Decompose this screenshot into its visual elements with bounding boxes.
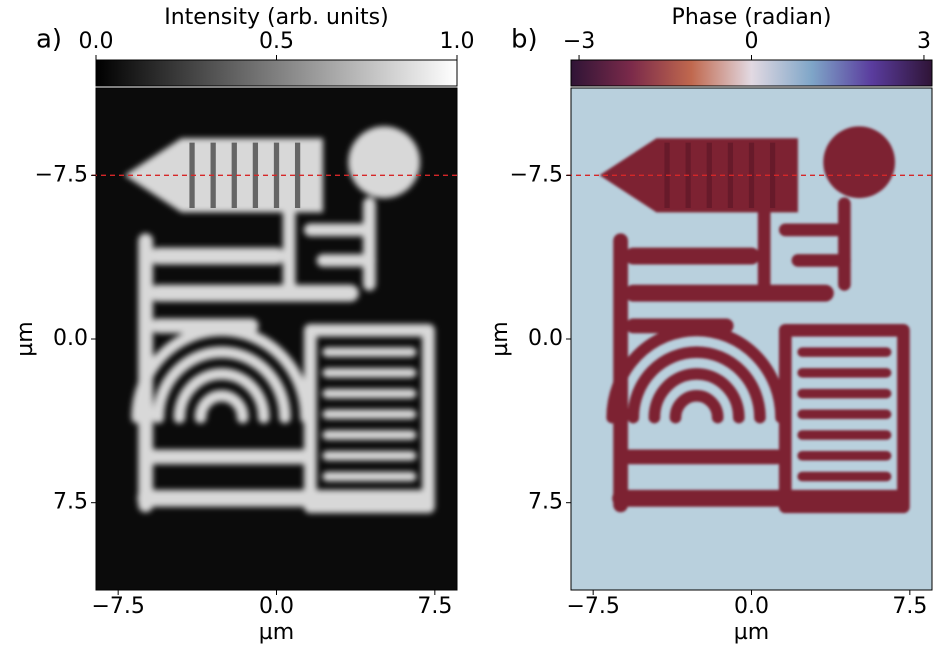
image-structure	[124, 126, 435, 514]
x-axis-label: µm	[259, 620, 294, 645]
x-tick-label: 7.5	[892, 594, 927, 619]
colorbar-tick-label: 3	[917, 29, 931, 54]
y-tick-label: 7.5	[528, 490, 563, 515]
y-axis-label: µm	[13, 321, 38, 356]
x-tick-label: 0.0	[259, 594, 294, 619]
panel: −7.5 0.0 7.5 −7.5 0.0 7.5 µm µm −3 0 3 Phase (radia…	[488, 5, 933, 645]
x-tick-label: 7.5	[417, 594, 452, 619]
colorbar-tick-label: 1.0	[440, 29, 475, 54]
colorbar-tick-label: 0.0	[79, 29, 114, 54]
triangle	[599, 138, 798, 213]
disc	[348, 126, 421, 199]
arc	[173, 368, 270, 424]
arc	[648, 368, 745, 424]
x-axis-label: µm	[734, 620, 769, 645]
colorbar-label: Phase (radian)	[672, 5, 832, 30]
arc	[669, 389, 724, 424]
x-tick-label: −7.5	[566, 594, 619, 619]
colorbar-tick-label: 0	[745, 29, 759, 54]
y-tick-label: 0.0	[53, 326, 88, 351]
arc	[606, 324, 787, 424]
panel-label: a)	[36, 25, 62, 55]
colorbar	[95, 59, 458, 87]
y-tick-label: 0.0	[528, 326, 563, 351]
colorbar-label: Intensity (arb. units)	[164, 5, 388, 30]
colorbar-tick-label: 0.5	[259, 29, 294, 54]
x-tick-label: −7.5	[91, 594, 144, 619]
colorbar	[570, 59, 933, 87]
y-tick-label: −7.5	[35, 162, 88, 187]
y-tick-label: 7.5	[53, 490, 88, 515]
box	[778, 323, 910, 514]
colorbar-tick-label: −3	[563, 29, 595, 54]
x-tick-label: 0.0	[734, 594, 769, 619]
y-axis-label: µm	[488, 321, 513, 356]
y-tick-label: −7.5	[510, 162, 563, 187]
image-structure	[599, 126, 910, 514]
box	[303, 323, 435, 514]
arc	[131, 324, 312, 424]
panel-label: b)	[511, 25, 538, 55]
disc	[823, 126, 896, 199]
arc	[627, 346, 766, 424]
arc	[194, 389, 249, 424]
triangle	[124, 138, 323, 213]
arc	[152, 346, 291, 424]
